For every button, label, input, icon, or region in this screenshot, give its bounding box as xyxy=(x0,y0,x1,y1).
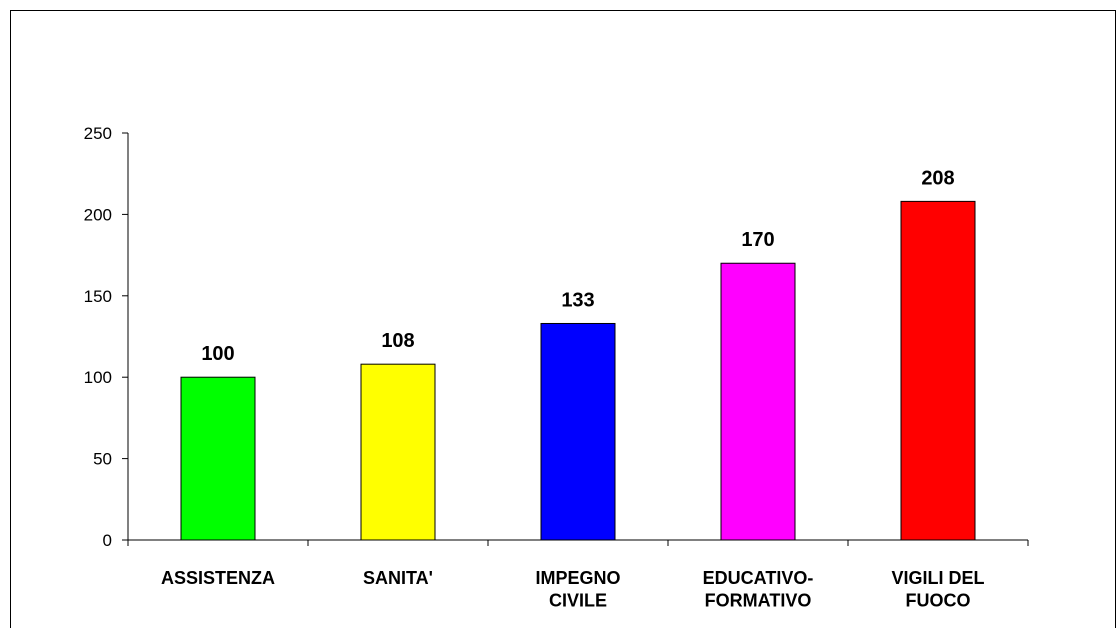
y-tick-label: 0 xyxy=(103,531,112,550)
value-label: 108 xyxy=(381,330,414,352)
bar xyxy=(720,262,796,541)
x-tick-label: VIGILI DEL FUOCO xyxy=(891,568,984,611)
y-tick-label: 100 xyxy=(84,368,112,387)
x-tick-label: ASSISTENZA xyxy=(161,568,275,588)
x-tick-label: EDUCATIVO-FORMATIVO xyxy=(703,568,814,611)
y-tick-label: 250 xyxy=(84,124,112,143)
bar xyxy=(180,376,256,541)
value-label: 133 xyxy=(561,289,594,311)
bar xyxy=(540,322,616,541)
value-label: 100 xyxy=(201,343,234,365)
bar xyxy=(360,363,436,541)
x-tick-label: IMPEGNO CIVILE xyxy=(535,568,620,611)
y-tick-label: 200 xyxy=(84,205,112,224)
y-tick-label: 150 xyxy=(84,287,112,306)
x-tick-label: SANITA' xyxy=(363,568,433,588)
y-tick-label: 50 xyxy=(93,450,112,469)
value-label: 170 xyxy=(741,229,774,251)
value-label: 208 xyxy=(921,167,954,189)
bar xyxy=(900,200,976,541)
